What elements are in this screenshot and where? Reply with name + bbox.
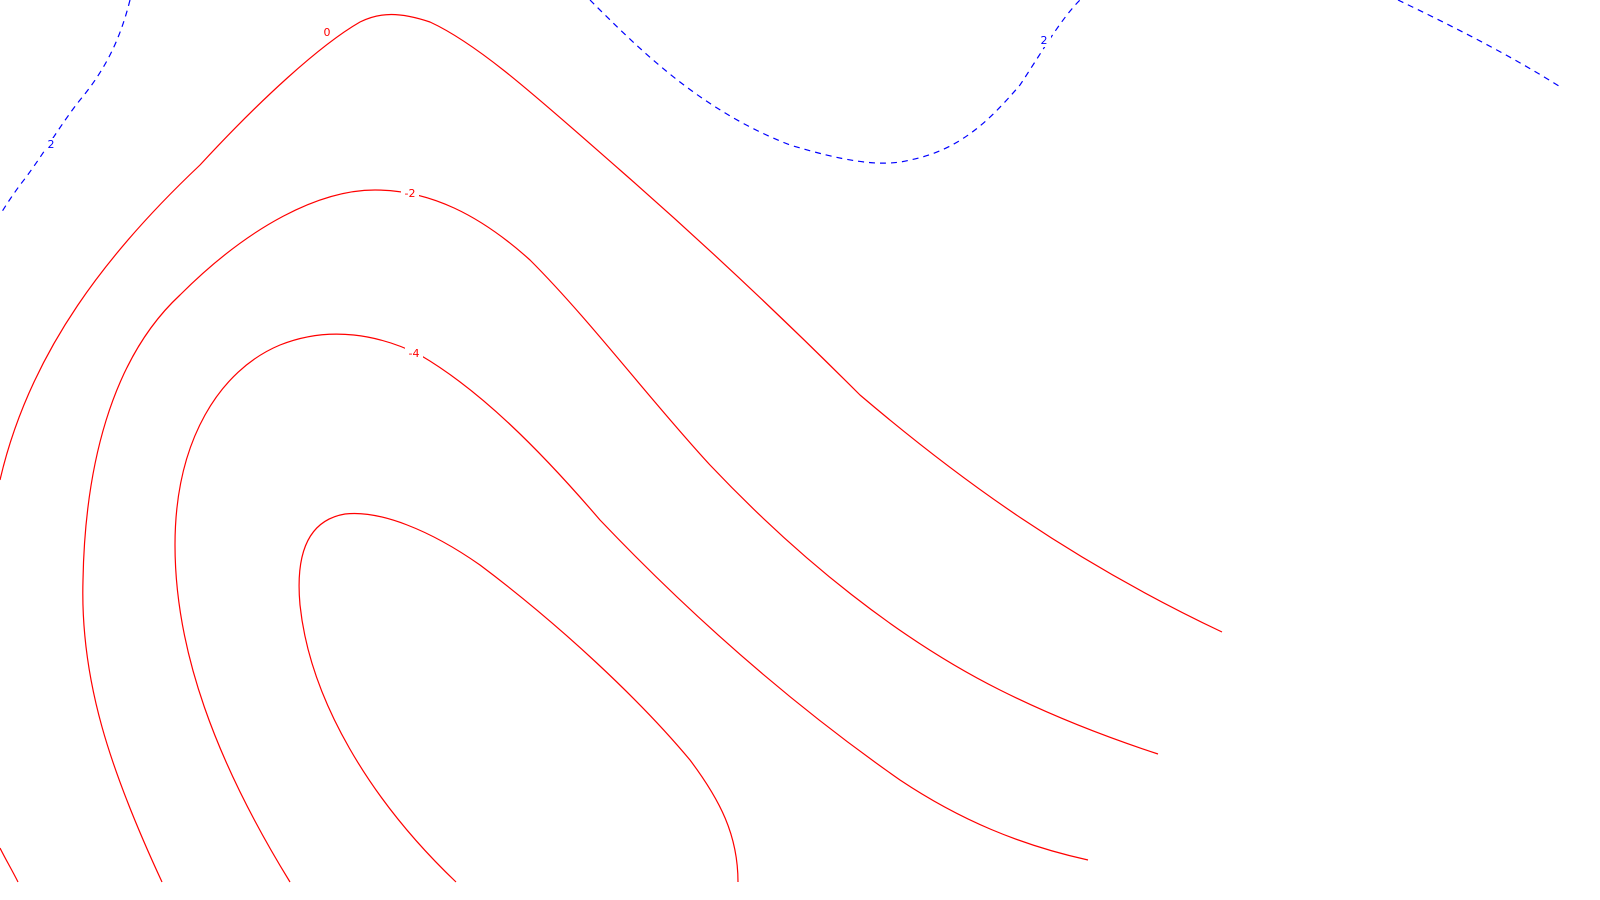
contour-level-pos-2-top: 2 <box>589 0 1081 164</box>
contour-label-zero: 0 <box>324 26 331 39</box>
contour-line-zero <box>0 13 1223 633</box>
contour-level-neg-4: -4 <box>174 333 1089 883</box>
contour-level-neg-6 <box>298 512 739 883</box>
contour-line-neg-6 <box>298 512 739 883</box>
contour-line-neg-4 <box>174 333 1089 883</box>
contour-line-neg-2 <box>82 189 1159 883</box>
contour-label-pos-2-left: 2 <box>48 138 55 151</box>
contour-line-zero-bottom <box>0 847 19 883</box>
contour-level-pos-2-right <box>1397 0 1563 89</box>
contour-label-pos-2-top: 2 <box>1041 34 1048 47</box>
contour-line-pos-2-top <box>589 0 1081 164</box>
contour-level-pos-2-left: 2 <box>0 0 131 216</box>
contour-level-zero-bottom <box>0 847 19 883</box>
contour-label-neg-2: -2 <box>405 187 416 200</box>
contour-level-neg-2: -2 <box>82 187 1159 883</box>
contour-level-zero: 0 <box>0 13 1223 633</box>
contour-line-pos-2-left <box>0 0 131 216</box>
contour-line-pos-2-right <box>1397 0 1563 89</box>
contour-label-neg-4: -4 <box>409 347 420 360</box>
